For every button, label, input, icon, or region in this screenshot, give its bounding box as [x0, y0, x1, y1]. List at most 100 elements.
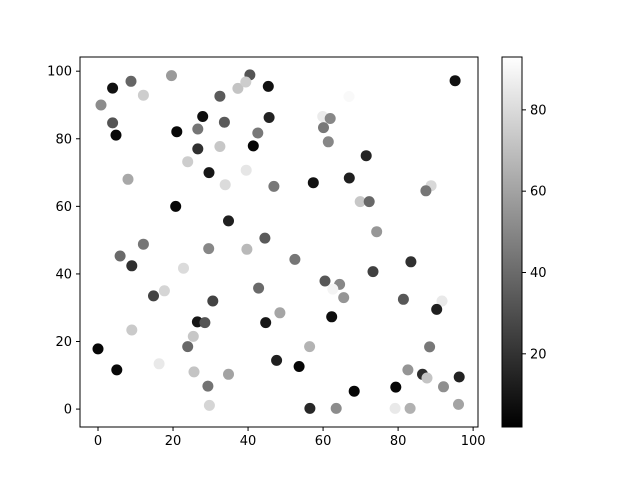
- scatter-point: [453, 398, 464, 410]
- scatter-point: [367, 266, 379, 278]
- scatter-point: [214, 90, 226, 102]
- scatter-point: [218, 116, 230, 128]
- colorbar-tick-label: 20: [530, 347, 547, 362]
- y-tick-label: 0: [64, 403, 72, 418]
- scatter-point: [263, 112, 275, 123]
- scatter-point: [114, 250, 126, 262]
- scatter-point: [110, 129, 122, 141]
- scatter-point: [420, 185, 432, 197]
- colorbar-layer: 20 40 60 80: [501, 56, 547, 428]
- scatter-point: [207, 295, 219, 307]
- colorbar-frame: [501, 56, 523, 428]
- scatter-point: [289, 253, 301, 265]
- scatter-point: [404, 402, 416, 414]
- scatter-point: [182, 341, 194, 353]
- scatter-point: [271, 354, 283, 366]
- scatter-point: [318, 122, 329, 134]
- scatter-point: [274, 307, 286, 319]
- scatter-point: [431, 303, 443, 315]
- scatter-point: [137, 238, 149, 250]
- scatter-point: [360, 150, 372, 162]
- colorbar-gradient: [502, 57, 522, 427]
- scatter-point: [203, 167, 215, 179]
- scatter-point: [322, 136, 334, 148]
- scatter-point: [107, 82, 119, 94]
- y-tick-label: 60: [55, 200, 72, 215]
- scatter-point: [203, 243, 215, 255]
- colorbar-tick-label: 80: [530, 103, 547, 118]
- scatter-point: [95, 99, 107, 111]
- scatter-point: [247, 140, 259, 152]
- scatter-point: [259, 232, 271, 244]
- scatter-point: [348, 385, 360, 397]
- x-tick-label: 100: [461, 434, 486, 449]
- scatter-point: [197, 111, 209, 122]
- scatter-point: [199, 317, 211, 329]
- scatter-point: [453, 371, 465, 383]
- x-tick-label: 60: [315, 434, 332, 449]
- scatter-point: [126, 324, 138, 336]
- scatter-point: [252, 127, 264, 139]
- scatter-point: [421, 372, 433, 384]
- scatter-point: [438, 381, 449, 393]
- scatter-point: [304, 402, 316, 414]
- axes-frame: [79, 56, 479, 428]
- scatter-point: [158, 285, 170, 297]
- scatter-point: [223, 368, 234, 380]
- scatter-point: [223, 215, 234, 227]
- scatter-point: [343, 91, 355, 102]
- scatter-point: [449, 75, 461, 87]
- scatter-point: [188, 366, 200, 378]
- scatter-point: [402, 364, 414, 376]
- scatter-point: [148, 290, 159, 302]
- scatter-point: [307, 177, 319, 189]
- scatter-point: [187, 330, 199, 342]
- scatter-point: [166, 70, 177, 82]
- scatter-point: [338, 292, 350, 304]
- scatter-point: [343, 172, 355, 184]
- scatter-point: [203, 399, 215, 411]
- scatter-point: [92, 343, 104, 355]
- scatter-point: [390, 381, 402, 393]
- x-tick-label: 20: [165, 434, 182, 449]
- scatter-point: [262, 80, 274, 92]
- scatter-point: [170, 200, 182, 212]
- scatter-point: [397, 293, 409, 305]
- scatter-point: [389, 402, 401, 414]
- scatter-point: [137, 89, 149, 101]
- scatter-point: [153, 358, 165, 370]
- scatter-point: [304, 341, 316, 353]
- x-tick-label: 80: [390, 434, 407, 449]
- scatter-point: [326, 311, 338, 323]
- scatter-point: [354, 196, 366, 208]
- scatter-point: [232, 82, 244, 94]
- colorbar-tick-label: 40: [530, 266, 547, 281]
- y-tick-label: 20: [55, 335, 72, 350]
- scatter-point: [330, 402, 342, 414]
- scatter-point: [241, 243, 253, 255]
- scatter-point: [125, 75, 137, 87]
- scatter-point: [122, 173, 134, 185]
- scatter-point: [182, 156, 194, 168]
- scatter-point: [192, 143, 204, 155]
- scatter-point: [202, 380, 214, 392]
- scatter-point: [293, 361, 305, 372]
- scatter-point: [371, 226, 383, 238]
- scatter-point: [107, 117, 119, 129]
- scatter-point: [126, 260, 138, 272]
- scatter-point: [319, 275, 331, 287]
- scatter-point: [253, 282, 265, 294]
- scatter-point: [268, 180, 280, 192]
- scatter-point: [240, 76, 252, 88]
- x-tick-label: 40: [240, 434, 257, 449]
- scatter-point: [324, 113, 336, 124]
- scatter-point: [327, 283, 339, 295]
- scatter-point: [424, 341, 436, 353]
- scatter-point: [219, 179, 231, 191]
- scatter-point: [436, 295, 448, 307]
- colorbar-tick-label: 60: [530, 185, 547, 200]
- scatter-point: [405, 256, 417, 268]
- scatter-point: [111, 364, 123, 376]
